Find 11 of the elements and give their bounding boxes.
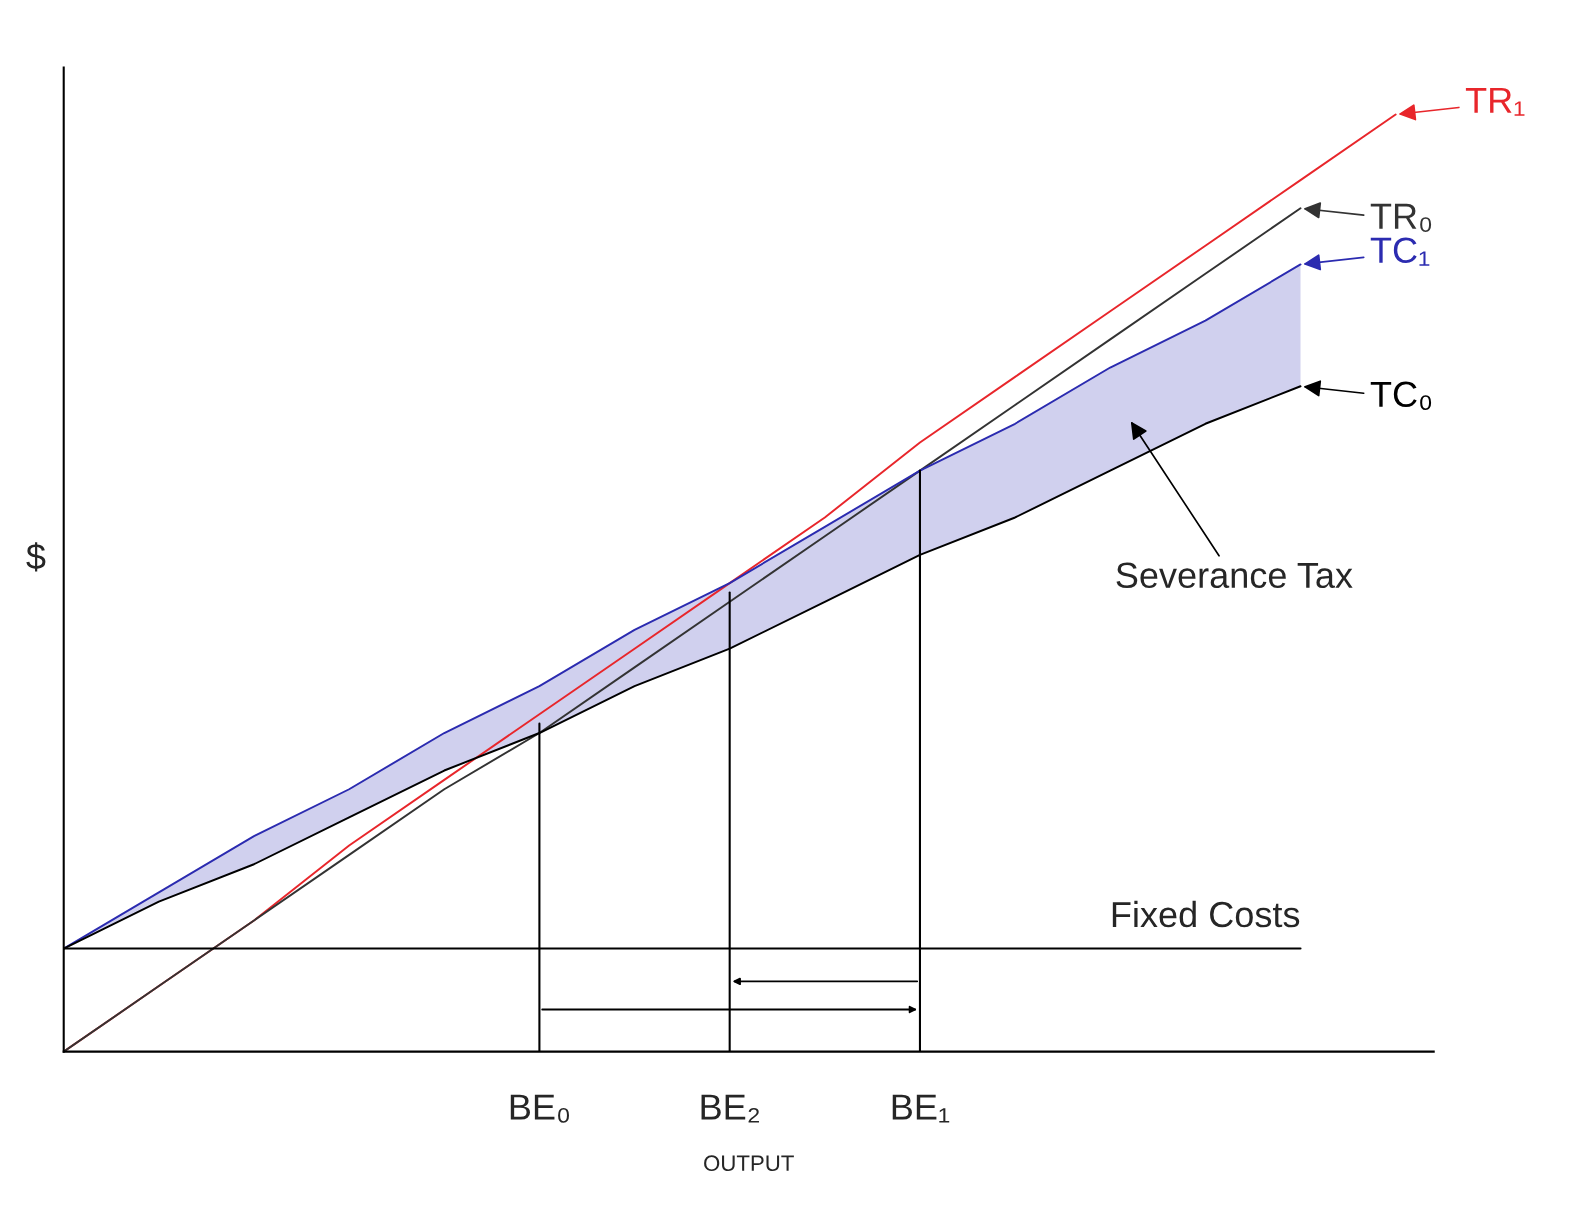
x-tick-label: BE₂: [701, 1094, 759, 1123]
ref-line-label: Fixed Costs: [1112, 900, 1300, 928]
legend-label: TR₁: [1465, 87, 1525, 116]
x-tick-label: BE₁: [892, 1094, 950, 1123]
legend-label: TC₁: [1370, 237, 1430, 266]
legend-label: TC₀: [1370, 381, 1432, 411]
y-axis-title: $: [26, 542, 46, 572]
annotation: Severance Tax: [1116, 562, 1353, 589]
legend-label: TR₀: [1370, 203, 1432, 232]
x-axis-title: OUTPUT: [704, 1155, 794, 1172]
x-tick-label: BE₀: [510, 1094, 570, 1123]
